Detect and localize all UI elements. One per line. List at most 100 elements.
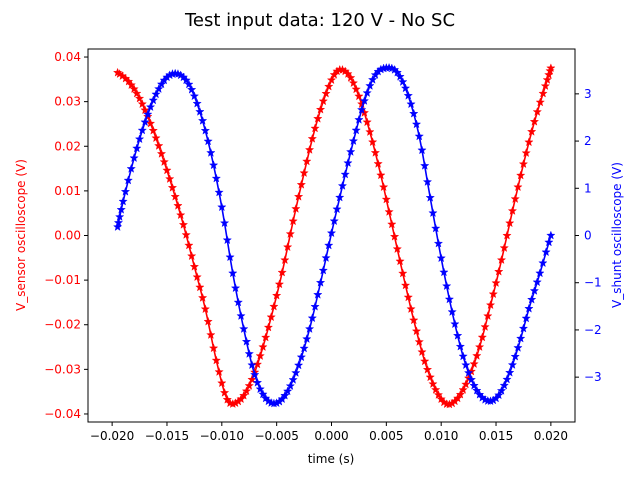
data-point-marker [170, 191, 180, 201]
data-point-marker [318, 96, 328, 106]
data-point-marker [417, 145, 427, 155]
data-point-marker [318, 265, 328, 275]
data-point-marker [527, 126, 537, 136]
data-point-marker [291, 368, 301, 377]
data-point-marker [521, 148, 531, 157]
data-point-marker [282, 242, 293, 252]
left-y-axis: −0.04 −0.03 −0.02 −0.01 0.00 0.01 0.02 0.03 0.04 [44, 50, 88, 421]
data-point-marker [354, 114, 364, 124]
data-point-marker [472, 385, 482, 395]
data-point-marker [145, 102, 156, 112]
data-point-marker [219, 387, 230, 397]
data-point-marker [403, 292, 413, 302]
data-point-marker [365, 81, 375, 90]
data-point-marker [428, 208, 438, 218]
data-point-marker [458, 351, 468, 361]
data-point-marker [420, 160, 430, 170]
x-tick-label: −0.015 [145, 429, 189, 443]
data-point-marker [187, 84, 197, 94]
data-point-marker [167, 182, 178, 192]
data-point-marker [206, 330, 216, 339]
data-point-marker [529, 116, 540, 126]
data-point-marker [513, 182, 523, 192]
data-point-marker [370, 147, 381, 157]
x-axis: −0.020 −0.015 −0.010 −0.005 0.000 0.005 0.010 0… [90, 422, 568, 443]
data-point-marker [507, 206, 518, 215]
data-point-marker [359, 96, 370, 105]
data-point-marker [444, 294, 455, 304]
chart-title: Test input data: 120 V - No SC [184, 10, 455, 31]
data-point-marker [357, 104, 367, 114]
data-point-marker [450, 319, 460, 329]
left-y-tick-label: −0.04 [44, 407, 81, 421]
data-point-marker [477, 332, 487, 342]
data-point-marker [151, 89, 161, 99]
data-point-marker [532, 107, 542, 116]
data-point-marker [392, 67, 402, 77]
data-point-marker [433, 390, 444, 399]
data-point-marker [326, 75, 337, 85]
right-y-tick-label: 0 [584, 229, 592, 243]
data-point-marker [310, 123, 320, 133]
data-point-marker [178, 219, 189, 229]
data-point-marker [529, 286, 540, 295]
data-point-marker [288, 216, 298, 226]
left-y-tick-label: 0.00 [54, 229, 81, 243]
data-point-marker [176, 210, 186, 220]
data-point-marker [272, 290, 282, 300]
data-point-marker [538, 258, 548, 268]
data-point-marker [263, 322, 274, 332]
data-point-marker [505, 218, 515, 228]
data-point-marker [304, 145, 315, 154]
data-point-marker [398, 77, 408, 86]
data-point-marker [431, 385, 441, 394]
left-y-tick-label: 0.01 [54, 184, 81, 198]
right-y-tick-label: −2 [584, 323, 602, 337]
right-y-tick-label: 2 [584, 134, 592, 148]
data-point-marker [513, 343, 523, 352]
data-point-marker [203, 136, 213, 146]
data-point-marker [453, 393, 463, 403]
data-point-marker [362, 88, 372, 97]
data-point-marker [302, 156, 312, 166]
data-point-marker [282, 386, 293, 396]
left-y-tick-label: −0.01 [44, 273, 81, 287]
right-y-tick-label: −1 [584, 276, 602, 290]
data-point-marker [535, 97, 545, 107]
data-point-marker [381, 194, 391, 204]
data-point-marker [491, 278, 501, 287]
data-point-marker [211, 355, 221, 365]
data-point-marker [236, 311, 246, 320]
data-point-marker [307, 313, 317, 323]
data-point-marker [442, 281, 452, 291]
data-point-marker [208, 160, 219, 170]
data-point-marker [277, 267, 287, 277]
data-point-marker [184, 240, 194, 250]
data-point-marker [134, 93, 145, 103]
data-point-marker [373, 158, 383, 168]
data-point-marker [466, 374, 476, 384]
data-point-marker [211, 173, 221, 183]
x-tick-label: −0.020 [90, 429, 134, 443]
data-point-marker [241, 336, 252, 346]
right-y-tick-label: 1 [584, 181, 592, 195]
data-point-marker [296, 179, 306, 189]
x-tick-label: −0.005 [254, 429, 298, 443]
data-point-marker [346, 73, 356, 82]
data-point-marker [156, 148, 167, 158]
data-point-marker [376, 170, 386, 180]
right-y-axis: −3 −2 −1 0 1 2 3 [575, 87, 602, 384]
data-point-marker [535, 268, 545, 278]
data-point-marker [241, 386, 252, 396]
data-point-marker [472, 350, 482, 360]
data-point-marker [313, 289, 323, 299]
right-y-tick-label: 3 [584, 87, 592, 101]
data-point-marker [252, 359, 263, 369]
data-point-marker [518, 323, 529, 333]
data-point-marker [313, 113, 323, 123]
data-point-marker [274, 279, 285, 289]
data-point-marker [113, 217, 124, 227]
data-point-marker [458, 385, 468, 394]
data-point-marker [431, 223, 441, 233]
data-point-marker [510, 351, 520, 361]
